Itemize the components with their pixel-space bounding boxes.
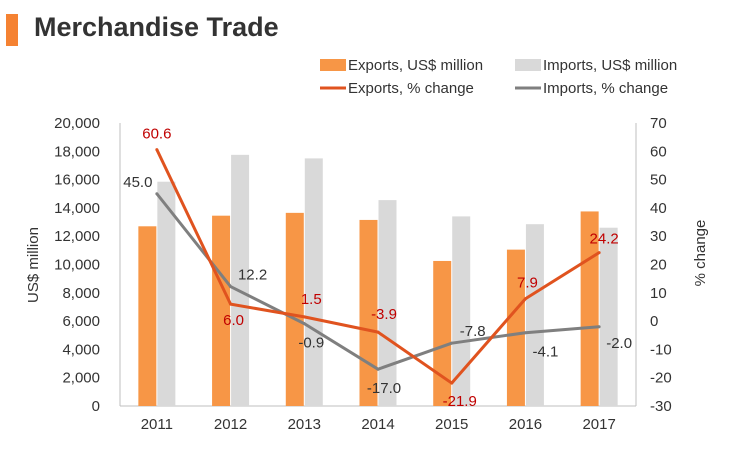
legend-exports-bar-label: Exports, US$ million [348, 57, 483, 74]
y-tick-label: 20,000 [54, 115, 100, 132]
x-tick-label: 2012 [214, 416, 247, 433]
imports-bar [452, 216, 471, 406]
imports-change-point [450, 341, 454, 345]
imports-bar [599, 227, 618, 406]
y2-tick-label: 60 [650, 143, 667, 160]
x-tick-label: 2011 [141, 416, 173, 433]
y-tick-label: 16,000 [54, 172, 100, 189]
x-tick-label: 2015 [435, 416, 468, 433]
legend-imports-bar-swatch [515, 59, 541, 71]
y2-tick-label: 40 [650, 200, 667, 217]
imports-change-data-label: 12.2 [238, 267, 267, 284]
y2-tick-label: 10 [650, 285, 667, 302]
exports-bar [433, 260, 452, 406]
y-tick-label: 8,000 [62, 285, 100, 302]
y-tick-label: 14,000 [54, 200, 100, 217]
imports-change-point [155, 192, 159, 196]
imports-change-data-label: -4.1 [532, 344, 558, 361]
y-tick-label: 0 [92, 398, 100, 415]
legend-imports-line-label: Imports, % change [543, 80, 668, 97]
y2-tick-label: -20 [650, 370, 672, 387]
x-tick-label: 2017 [582, 416, 615, 433]
title-accent-bar [6, 14, 18, 46]
exports-change-point [302, 315, 306, 319]
exports-change-data-label: 7.9 [517, 275, 538, 292]
imports-bar [525, 224, 544, 406]
legend-exports-bar-swatch [320, 59, 346, 71]
y2-tick-label: -30 [650, 398, 672, 415]
y2-tick-label: -10 [650, 341, 672, 358]
imports-change-data-label: -7.8 [460, 323, 486, 340]
exports-bar [138, 226, 157, 406]
exports-change-point [523, 297, 527, 301]
imports-change-data-label: -2.0 [606, 335, 632, 352]
page-title: Merchandise Trade [34, 12, 279, 42]
x-tick-label: 2013 [288, 416, 321, 433]
y2-tick-label: 0 [650, 313, 658, 330]
exports-change-point [450, 381, 454, 385]
imports-bar [304, 158, 323, 406]
y-tick-label: 4,000 [62, 341, 100, 358]
imports-change-data-label: -17.0 [367, 380, 401, 397]
exports-change-data-label: 1.5 [301, 291, 322, 308]
legend-imports-bar-label: Imports, US$ million [543, 57, 677, 74]
y-tick-label: 18,000 [54, 143, 100, 160]
exports-change-data-label: -3.9 [371, 306, 397, 323]
exports-change-data-label: 24.2 [590, 231, 619, 248]
imports-bar [231, 154, 250, 406]
legend-exports-line-label: Exports, % change [348, 80, 474, 97]
exports-change-point [376, 330, 380, 334]
imports-change-point [376, 367, 380, 371]
imports-change-point [597, 325, 601, 329]
y2-tick-label: 50 [650, 172, 667, 189]
y2-axis-title: % change [692, 220, 709, 287]
y2-tick-label: 30 [650, 228, 667, 245]
exports-bar [212, 215, 231, 406]
imports-change-point [229, 285, 233, 289]
x-tick-label: 2016 [509, 416, 542, 433]
imports-change-point [523, 331, 527, 335]
y2-tick-label: 70 [650, 115, 667, 132]
exports-change-point [597, 251, 601, 255]
imports-bar [157, 181, 176, 406]
exports-bar [285, 212, 304, 406]
exports-change-data-label: 6.0 [223, 312, 244, 329]
y-tick-label: 10,000 [54, 257, 100, 274]
y2-tick-label: 20 [650, 257, 667, 274]
exports-change-point [229, 302, 233, 306]
y-tick-label: 2,000 [62, 370, 100, 387]
exports-change-point [155, 148, 159, 152]
y-tick-label: 12,000 [54, 228, 100, 245]
imports-change-point [302, 322, 306, 326]
exports-change-data-label: -21.9 [443, 393, 477, 410]
x-tick-label: 2014 [361, 416, 394, 433]
exports-bar [506, 249, 525, 406]
exports-change-data-label: 60.6 [142, 126, 171, 143]
imports-change-data-label: -0.9 [298, 335, 324, 352]
y-axis-title: US$ million [25, 227, 42, 303]
imports-bar [378, 200, 397, 406]
imports-change-data-label: 45.0 [123, 174, 152, 191]
y-tick-label: 6,000 [62, 313, 100, 330]
